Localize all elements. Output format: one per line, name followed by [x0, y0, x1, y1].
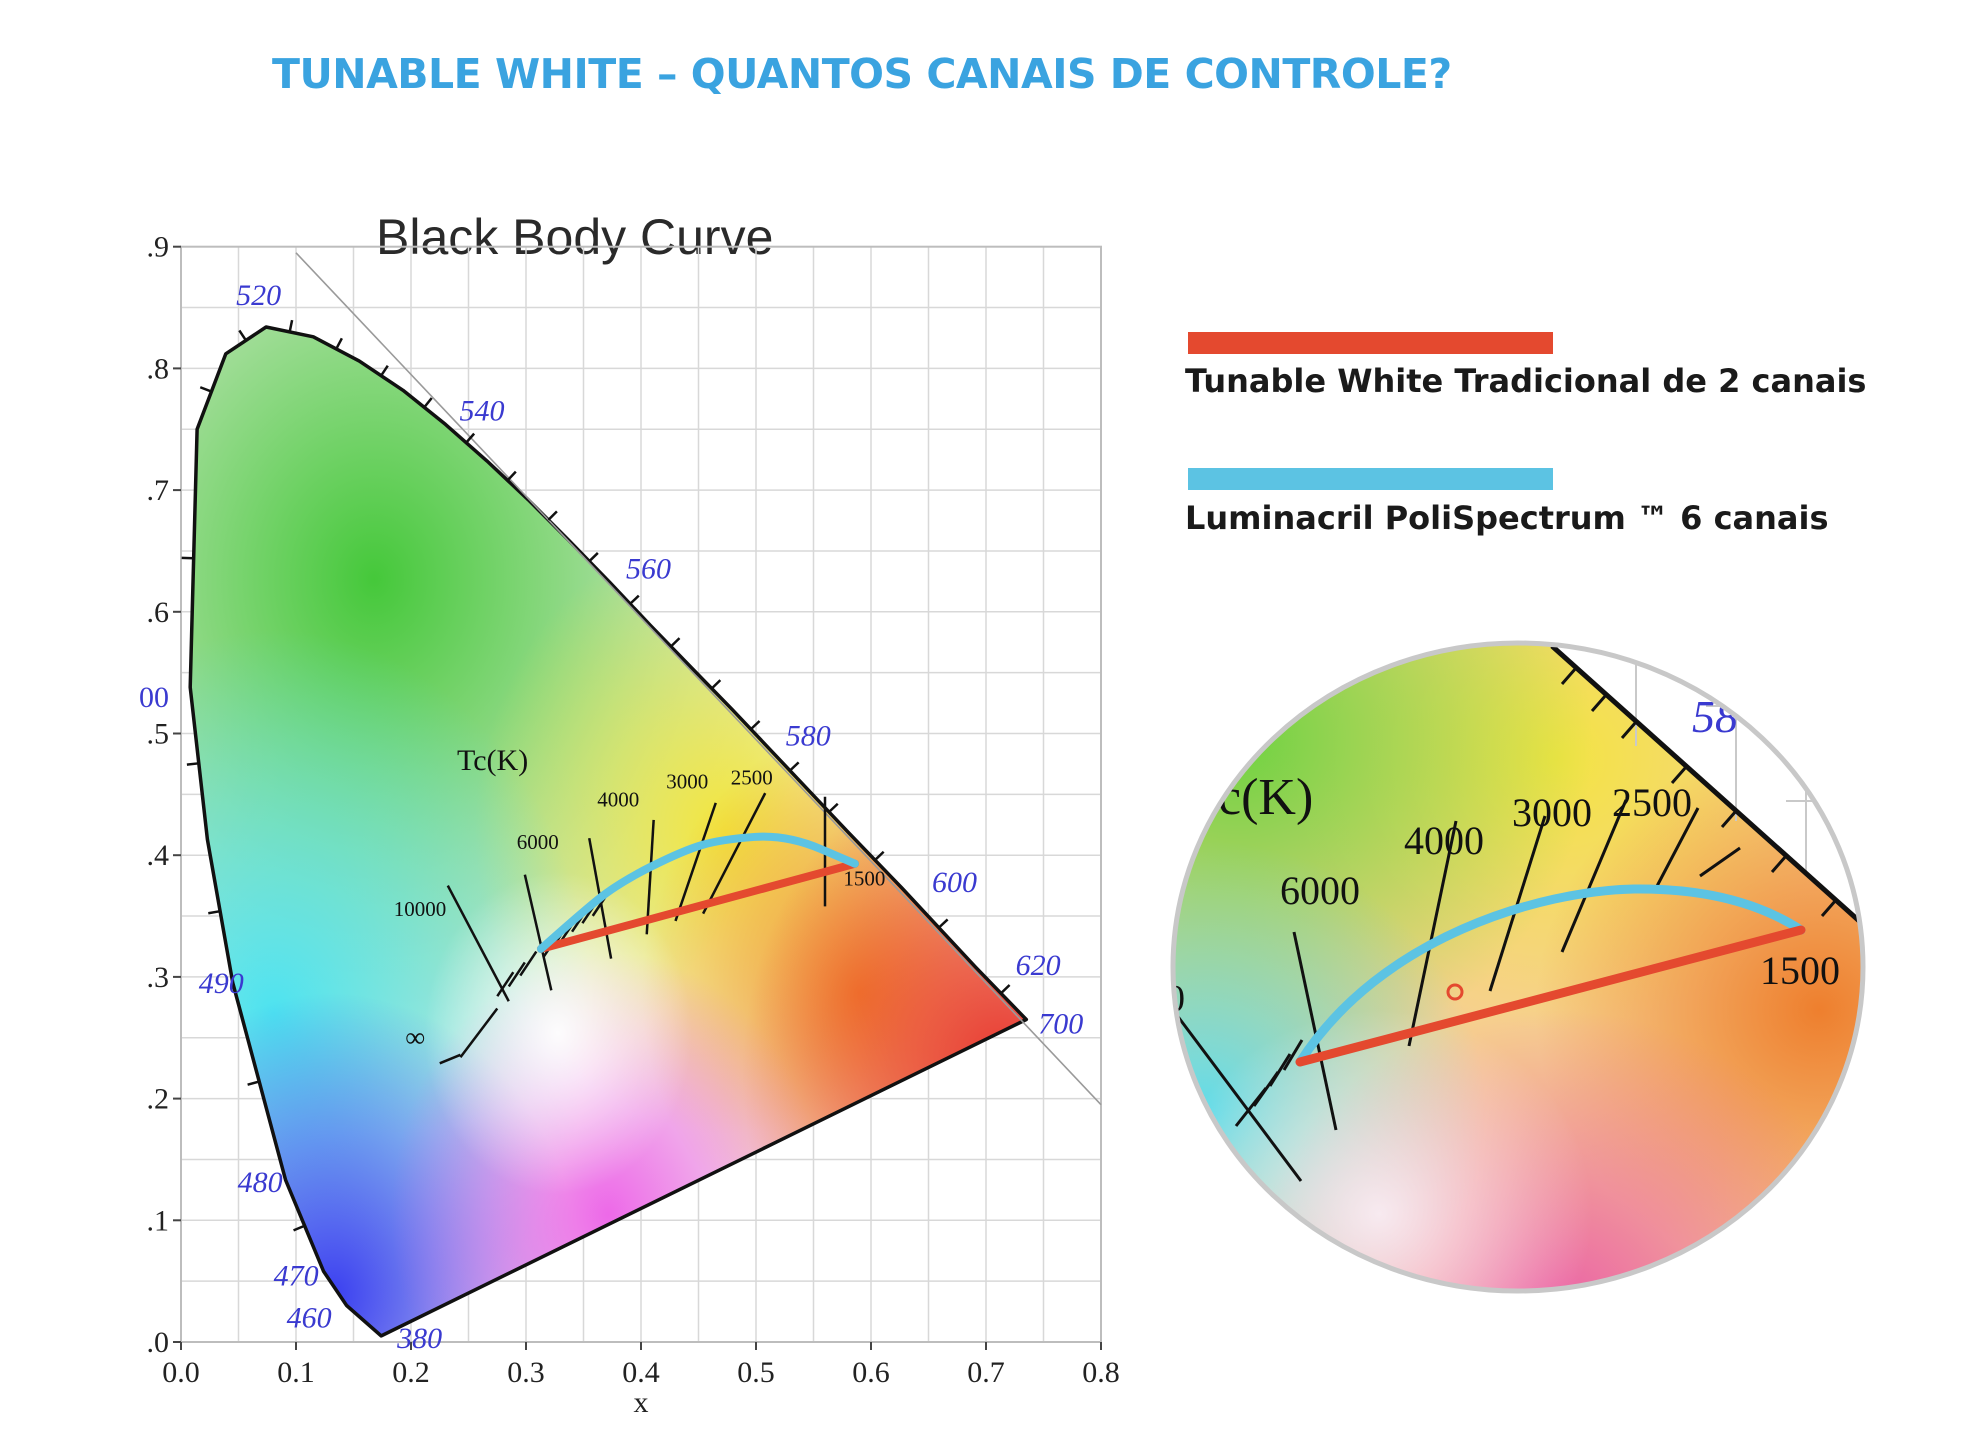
zoom-inset: c(K) 6000 4000 3000 2500 1500 58 0: [1170, 640, 1866, 1294]
locus-tick: [465, 432, 476, 444]
locus-tick: [874, 850, 885, 861]
wavelength-label: 490: [199, 967, 244, 1000]
iso-cct-line: [459, 1007, 499, 1058]
infinity-tick: [439, 1053, 461, 1065]
locus-tick: [380, 365, 389, 377]
slide-title: TUNABLE WHITE – QUANTOS CANAIS DE CONTRO…: [272, 50, 1452, 98]
wavelength-label: 560: [626, 553, 671, 586]
inset-cct-prefix: c(K): [1218, 769, 1313, 826]
locus-tick: [670, 637, 681, 648]
iso-cct-line: [523, 874, 553, 991]
spectral-locus: [181, 252, 1102, 1338]
locus-tick: [247, 1080, 260, 1086]
x-tick-label: 0.4: [622, 1356, 660, 1389]
x-tick-label: 0.8: [1082, 1356, 1120, 1389]
locus-tick: [789, 761, 800, 772]
locus-tick: [293, 1224, 306, 1232]
cie-chromaticity-chart: 0.0 0.1 0.2 0.3 0.4 0.5 0.6 0.7 0.8 .0 .1 .2 .3 .4 .5.…: [139, 231, 1120, 1419]
cct-label: 10000: [394, 897, 447, 921]
cct-label: 1500: [843, 867, 885, 891]
y-extra-label: 00: [139, 681, 169, 714]
y-tick-label: .0: [147, 1326, 170, 1359]
planck-tick: [519, 950, 538, 977]
legend-swatch-2ch: [1188, 332, 1553, 354]
x-tick-label: 0.3: [507, 1356, 545, 1389]
wavelength-label: 700: [1038, 1007, 1083, 1040]
tunable-lines: [536, 832, 859, 953]
inset-cct-label: 3000: [1512, 790, 1592, 835]
guide-diagonal: [295, 252, 1102, 1106]
y-tick-label: .9: [147, 231, 170, 264]
wavelength-label: 620: [1016, 949, 1061, 982]
wavelength-label: 540: [460, 394, 505, 427]
iso-cct-line: [645, 819, 655, 935]
wavelength-label: 520: [236, 279, 281, 312]
locus-tick: [629, 594, 640, 605]
legend-label-6ch: Luminacril PoliSpectrum ™ 6 canais: [1185, 499, 1829, 537]
y-tick-label: .6: [147, 596, 170, 629]
x-tick-label: 0.1: [277, 1356, 315, 1389]
inset-cct-label: 6000: [1280, 868, 1360, 913]
chart-title: Black Body Curve: [376, 209, 774, 265]
locus-tick: [588, 552, 599, 563]
wavelength-label: 580: [786, 719, 831, 752]
y-tick-label: .5: [147, 718, 170, 751]
legend-swatch-6ch: [1188, 468, 1553, 490]
y-tick-label: .2: [147, 1083, 170, 1116]
locus-tick: [238, 329, 248, 342]
wavelength-label: 480: [238, 1166, 283, 1199]
cct-label: ∞: [405, 1022, 425, 1053]
locus-tick: [1000, 984, 1011, 995]
wavelength-label: 470: [274, 1259, 319, 1292]
x-tick-label: 0.2: [392, 1356, 430, 1389]
locus-tick: [937, 918, 949, 929]
locus-tick: [749, 720, 761, 731]
wavelength-label: 380: [396, 1322, 442, 1355]
locus-tick: [288, 319, 294, 333]
iso-cct-line: [674, 802, 717, 922]
planckian-label: Tc(K): [457, 744, 528, 777]
wavelength-label: 460: [287, 1301, 332, 1334]
iso-cct-line: [446, 885, 510, 1002]
y-tick-label: .7: [147, 474, 170, 507]
locus-tick: [186, 762, 199, 766]
cct-label: 3000: [666, 769, 708, 793]
inset-cct-label: 1500: [1760, 948, 1840, 993]
x-tick-label: 0.6: [852, 1356, 890, 1389]
cct-label: 4000: [597, 788, 639, 812]
x-axis-label: x: [634, 1386, 649, 1419]
locus-tick: [199, 386, 212, 393]
y-tick-label: .4: [147, 839, 170, 872]
planck-tick: [496, 971, 515, 997]
locus-tick: [335, 337, 343, 350]
x-tick-label: 0.0: [162, 1356, 200, 1389]
chart-axes: 0.0 0.1 0.2 0.3 0.4 0.5 0.6 0.7 0.8 .0 .1 .2 .3 .4 .5.…: [139, 231, 1120, 1419]
locus-tick: [506, 470, 517, 482]
y-tick-label: .3: [147, 961, 170, 994]
cct-label: 2500: [731, 766, 773, 790]
x-tick-label: 0.5: [737, 1356, 775, 1389]
wavelength-labels: 520 540 560 580 600 620 700 490 480 470 460 380: [199, 279, 1084, 1355]
locus-tick: [208, 909, 221, 915]
cct-label: 6000: [517, 830, 559, 854]
iso-cct-line: [701, 792, 767, 915]
inset-cct-label: 4000: [1404, 818, 1484, 863]
planck-tick: [507, 961, 526, 988]
locus-tick: [547, 510, 558, 521]
locus-tick: [423, 397, 433, 409]
locus-tick: [710, 679, 722, 690]
y-tick-label: .1: [147, 1204, 170, 1237]
x-tick-label: 0.7: [967, 1356, 1005, 1389]
y-tick-label: .8: [147, 352, 170, 385]
inset-cct-label: 2500: [1612, 780, 1692, 825]
wavelength-label: 600: [932, 866, 977, 899]
locus-tick: [828, 802, 839, 813]
legend-label-2ch: Tunable White Tradicional de 2 canais: [1185, 362, 1867, 400]
locus-color-fill: [190, 327, 1027, 1336]
series-2ch-line: [536, 859, 859, 953]
planckian-locus: Tc(K) 10000 6000 4000 3000 2500 1500 ∞: [394, 744, 885, 1065]
series-6ch-curve: [536, 832, 859, 953]
